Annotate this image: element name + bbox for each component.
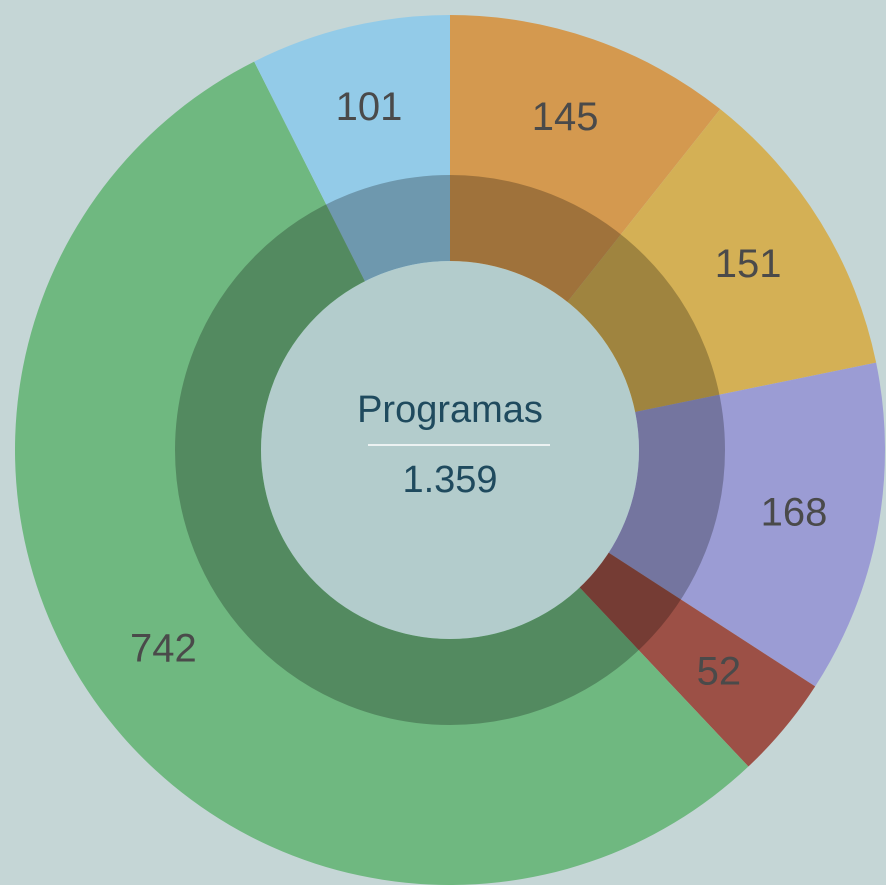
center-total: 1.359	[402, 459, 497, 501]
inner-ring	[175, 175, 725, 725]
center-title: Programas	[357, 389, 543, 431]
value-label: 101	[336, 85, 403, 129]
value-label: 145	[532, 95, 599, 139]
value-label: 151	[715, 242, 782, 286]
value-label: 742	[130, 626, 197, 670]
value-label: 168	[761, 490, 828, 534]
center-disc	[261, 261, 639, 639]
value-label: 52	[697, 650, 742, 694]
